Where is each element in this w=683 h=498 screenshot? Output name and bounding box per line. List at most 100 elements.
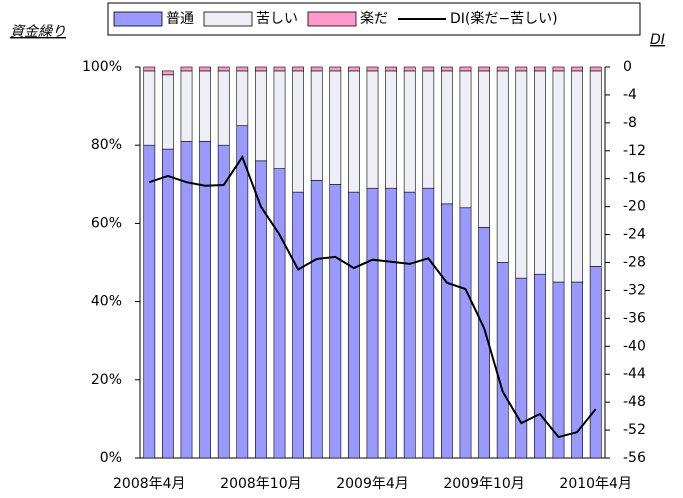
bar-segment <box>162 70 174 76</box>
y2-tick-label: -36 <box>623 310 646 326</box>
bar-segment <box>199 66 211 72</box>
bar-segment <box>236 66 249 72</box>
bar-segment <box>292 66 304 72</box>
bar-segment <box>162 74 174 150</box>
y2-tick-label: -20 <box>623 199 646 215</box>
bar-segment <box>403 70 416 193</box>
bar-segment <box>589 66 602 72</box>
bar-segment <box>515 66 528 72</box>
bar-segment <box>459 207 472 459</box>
bar-segment <box>385 70 397 189</box>
bar-segment <box>143 144 156 459</box>
bar-segment <box>571 66 583 72</box>
bar-segment <box>385 66 397 72</box>
bar-segment <box>217 70 230 146</box>
bar-segment <box>403 66 416 72</box>
bar-segment <box>143 70 156 146</box>
bar-segment <box>496 70 509 263</box>
y2-tick-label: -4 <box>623 87 637 103</box>
bar-segment <box>348 66 360 72</box>
x-tick-label: 2010年4月 <box>559 476 632 492</box>
bar-segment <box>199 140 211 459</box>
legend-swatch <box>307 11 357 27</box>
bar-segment <box>385 187 397 459</box>
bar-segment <box>589 70 602 267</box>
bar-segment <box>180 66 193 72</box>
bar-segment <box>310 180 323 459</box>
bar-segment <box>310 70 323 181</box>
y2-tick-label: -28 <box>623 255 646 271</box>
bar-segment <box>162 148 174 459</box>
bar-segment <box>515 70 528 279</box>
bar-segment <box>366 187 379 459</box>
di-line <box>148 154 597 439</box>
bar-segment <box>273 66 286 72</box>
bar-segment <box>552 66 565 72</box>
bar-segment <box>236 125 249 459</box>
y-tick-label: 40% <box>91 294 122 310</box>
y2-tick-label: -52 <box>623 422 646 438</box>
y-tick-label: 60% <box>91 215 122 231</box>
bar-segment <box>441 70 453 205</box>
bar-segment <box>515 277 528 459</box>
bar-segment <box>478 66 490 72</box>
y-tick-label: 20% <box>91 372 122 388</box>
legend-label: 普通 <box>166 11 194 27</box>
legend-swatch <box>203 11 253 27</box>
bar-segment <box>310 66 323 72</box>
bar-segment <box>329 66 342 72</box>
bar-segment <box>273 168 286 459</box>
y-tick-label: 100% <box>82 59 122 75</box>
bar-segment <box>441 66 453 72</box>
y-tick-label: 0% <box>100 450 122 466</box>
y2-tick-label: -56 <box>623 450 646 466</box>
bar-segment <box>422 66 435 72</box>
bar-segment <box>403 191 416 459</box>
y2-tick-label: -32 <box>623 282 646 298</box>
bar-segment <box>217 144 230 459</box>
legend-swatch <box>113 11 163 27</box>
bar-segment <box>459 70 472 209</box>
x-tick-label: 2009年10月 <box>443 476 524 492</box>
bar-segment <box>180 140 193 459</box>
x-tick-label: 2008年10月 <box>220 476 301 492</box>
y2-tick-label: -40 <box>623 338 646 354</box>
bar-segment <box>589 266 602 459</box>
bar-segment <box>441 203 453 459</box>
bar-segment <box>273 70 286 169</box>
bar-segment <box>422 70 435 189</box>
bar-segment <box>199 70 211 142</box>
legend-label: 楽だ <box>360 11 388 27</box>
y2-tick-label: -16 <box>623 171 646 187</box>
chart-title: 資金繰り <box>10 24 66 40</box>
x-tick-label: 2009年4月 <box>336 476 409 492</box>
y-tick-label: 80% <box>91 137 122 153</box>
legend-label: DI(楽だ−苦しい) <box>450 11 558 27</box>
bar-segment <box>534 273 546 459</box>
bar-segment <box>143 66 156 72</box>
bar-segment <box>571 70 583 283</box>
legend-box <box>107 2 641 36</box>
y2-tick-label: -44 <box>623 366 646 382</box>
bar-segment <box>459 66 472 72</box>
y2-tick-label: -24 <box>623 227 646 243</box>
bar-segment <box>255 70 267 162</box>
bar-segment <box>496 66 509 72</box>
bar-segment <box>329 70 342 185</box>
bar-segment <box>255 66 267 72</box>
bar-segment <box>329 184 342 459</box>
bar-segment <box>422 187 435 459</box>
bar-segment <box>552 70 565 283</box>
bar-segment <box>348 70 360 193</box>
legend-label: 苦しい <box>256 11 298 27</box>
bar-segment <box>534 70 546 275</box>
y2-tick-label: -8 <box>623 115 637 131</box>
x-tick-label: 2008年4月 <box>113 476 186 492</box>
y2-tick-label: -12 <box>623 143 646 159</box>
y2-tick-label: -48 <box>623 394 646 410</box>
y2-tick-label: 0 <box>623 59 632 75</box>
bar-segment <box>292 191 304 459</box>
bar-segment <box>348 191 360 459</box>
bar-segment <box>236 70 249 126</box>
